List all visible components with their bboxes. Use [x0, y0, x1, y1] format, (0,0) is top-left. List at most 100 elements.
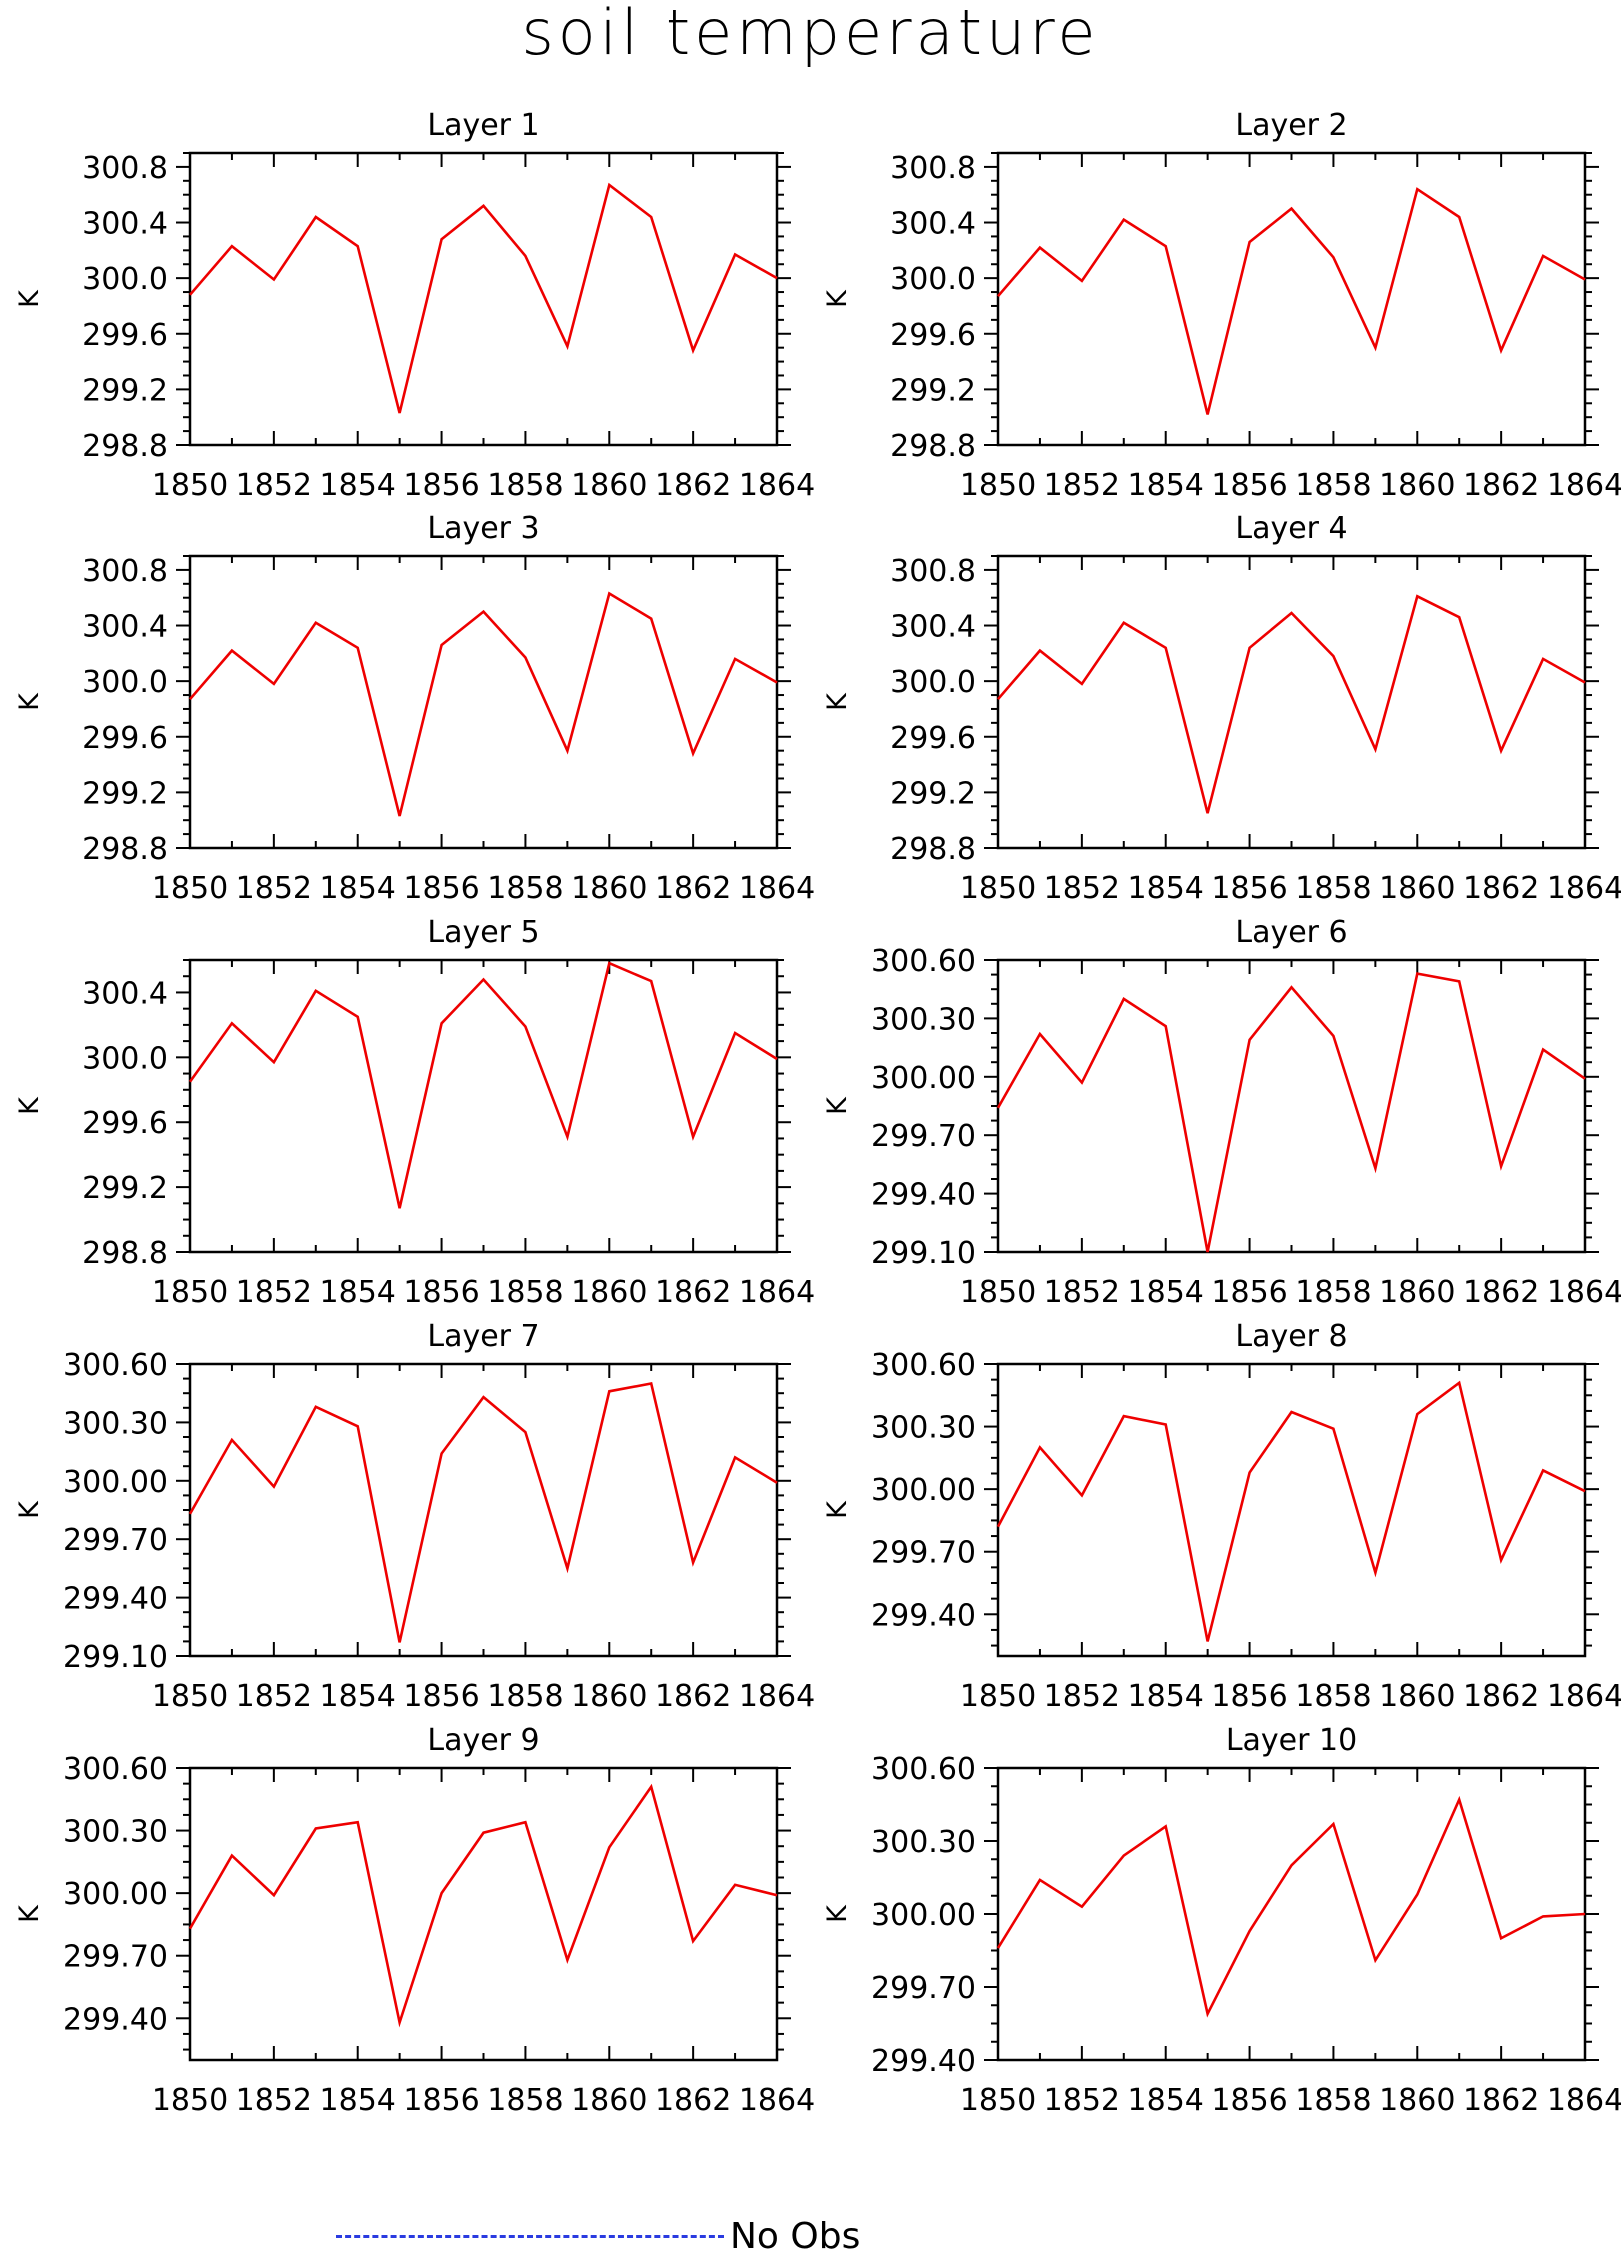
y-tick-label: 300.0	[82, 1041, 168, 1076]
series-line-layer-4	[997, 594, 1586, 814]
x-tick-label: 1864	[1547, 871, 1621, 906]
x-tick-label: 1860	[1379, 2083, 1455, 2118]
x-tick-label: 1856	[1211, 1275, 1287, 1310]
legend: No Obs	[336, 2212, 1036, 2249]
x-tick-label: 1864	[1547, 1679, 1621, 1714]
y-tick-label: 298.8	[82, 1236, 168, 1271]
panel-frame-7	[188, 1362, 779, 1658]
y-tick-label: 300.4	[82, 976, 168, 1011]
x-tick-label: 1856	[1211, 468, 1287, 503]
y-tick-label: 299.6	[890, 721, 976, 756]
series-line-layer-6	[996, 972, 1586, 1253]
y-tick-label: 299.6	[82, 1106, 168, 1141]
x-tick-label: 1854	[320, 871, 396, 906]
x-tick-label: 1864	[739, 871, 815, 906]
x-tick-label: 1852	[1044, 1275, 1120, 1310]
x-tick-label: 1850	[152, 2083, 228, 2118]
y-tick-label: 300.30	[871, 1411, 976, 1446]
panel-ylabel-5: K	[14, 1096, 45, 1115]
y-tick-label: 300.0	[82, 665, 168, 700]
y-tick-label: 300.60	[871, 1348, 976, 1383]
panel-frame-8	[996, 1362, 1587, 1658]
y-tick-label: 300.4	[890, 207, 976, 242]
panel-title-3: Layer 3	[427, 511, 539, 546]
y-tick-label: 300.30	[63, 1815, 168, 1850]
x-tick-label: 1850	[960, 871, 1036, 906]
x-tick-label: 1864	[1547, 2083, 1621, 2118]
x-tick-label: 1864	[739, 1679, 815, 1714]
x-tick-label: 1862	[1463, 468, 1539, 503]
x-tick-label: 1864	[1547, 1275, 1621, 1310]
x-tick-label: 1858	[1295, 871, 1371, 906]
y-tick-label: 300.8	[890, 554, 976, 589]
x-tick-label: 1860	[571, 1275, 647, 1310]
x-tick-label: 1858	[1295, 1275, 1371, 1310]
x-tick-label: 1852	[236, 1679, 312, 1714]
y-tick-label: 299.40	[871, 2044, 976, 2079]
x-tick-label: 1856	[403, 2083, 479, 2118]
panel-ylabel-7: K	[14, 1500, 45, 1519]
x-tick-label: 1854	[320, 1679, 396, 1714]
y-tick-label: 300.60	[871, 944, 976, 979]
x-tick-label: 1864	[739, 2083, 815, 2118]
panel-ylabel-8: K	[822, 1500, 853, 1519]
x-tick-label: 1860	[1379, 1679, 1455, 1714]
x-tick-label: 1858	[487, 2083, 563, 2118]
y-tick-label: 300.00	[871, 1473, 976, 1508]
x-tick-label: 1862	[1463, 871, 1539, 906]
y-tick-label: 300.8	[82, 151, 168, 186]
panel-ylabel-3: K	[14, 692, 45, 711]
x-tick-label: 1860	[571, 468, 647, 503]
y-tick-label: 300.4	[82, 207, 168, 242]
x-tick-label: 1858	[1295, 468, 1371, 503]
x-tick-label: 1860	[1379, 468, 1455, 503]
panel-ylabel-6: K	[822, 1096, 853, 1115]
y-tick-label: 299.40	[63, 1582, 168, 1617]
x-tick-label: 1860	[1379, 871, 1455, 906]
series-line-layer-3	[189, 591, 778, 817]
panel-title-6: Layer 6	[1235, 915, 1347, 950]
y-tick-label: 299.10	[871, 1236, 976, 1271]
x-tick-label: 1856	[403, 1679, 479, 1714]
y-tick-label: 300.60	[63, 1348, 168, 1383]
x-tick-label: 1856	[1211, 2083, 1287, 2118]
y-tick-label: 300.60	[871, 1752, 976, 1787]
y-tick-label: 300.00	[63, 1465, 168, 1500]
x-tick-label: 1852	[236, 2083, 312, 2118]
y-tick-label: 299.70	[871, 1119, 976, 1154]
panel-frame-6	[996, 958, 1587, 1254]
y-tick-label: 300.4	[890, 610, 976, 645]
panel-title-8: Layer 8	[1235, 1319, 1347, 1354]
y-tick-label: 299.70	[871, 1971, 976, 2006]
y-tick-label: 299.40	[63, 2002, 168, 2037]
x-tick-label: 1856	[403, 871, 479, 906]
y-tick-label: 300.60	[63, 1752, 168, 1787]
x-tick-label: 1854	[1128, 2083, 1204, 2118]
x-tick-label: 1850	[960, 1679, 1036, 1714]
panel-frame-4	[996, 554, 1587, 850]
y-tick-label: 299.6	[82, 721, 168, 756]
y-tick-label: 300.4	[82, 610, 168, 645]
x-tick-label: 1854	[320, 468, 396, 503]
panel-ylabel-9: K	[14, 1904, 45, 1923]
x-tick-label: 1856	[403, 468, 479, 503]
panel-frame-10	[996, 1766, 1587, 2062]
x-tick-label: 1860	[571, 1679, 647, 1714]
x-tick-label: 1858	[487, 468, 563, 503]
x-tick-label: 1854	[320, 2083, 396, 2118]
x-tick-label: 1856	[1211, 871, 1287, 906]
x-tick-label: 1854	[1128, 1679, 1204, 1714]
panel-frame-5	[188, 958, 779, 1254]
panel-ylabel-10: K	[822, 1904, 853, 1923]
x-tick-label: 1850	[152, 871, 228, 906]
y-tick-label: 300.00	[63, 1877, 168, 1912]
y-tick-label: 298.8	[82, 832, 168, 867]
x-tick-label: 1852	[236, 1275, 312, 1310]
panel-frame-9	[188, 1766, 779, 2062]
legend-line-no-obs	[336, 2235, 724, 2238]
x-tick-label: 1850	[152, 1679, 228, 1714]
y-tick-label: 300.30	[63, 1406, 168, 1441]
x-tick-label: 1854	[1128, 468, 1204, 503]
series-line-layer-2	[997, 187, 1586, 415]
